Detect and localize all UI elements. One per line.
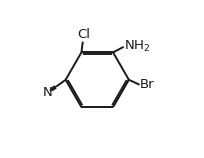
Text: Br: Br bbox=[140, 78, 154, 91]
Text: NH$_2$: NH$_2$ bbox=[124, 39, 150, 54]
Text: N: N bbox=[42, 86, 52, 99]
Text: Cl: Cl bbox=[77, 28, 90, 41]
